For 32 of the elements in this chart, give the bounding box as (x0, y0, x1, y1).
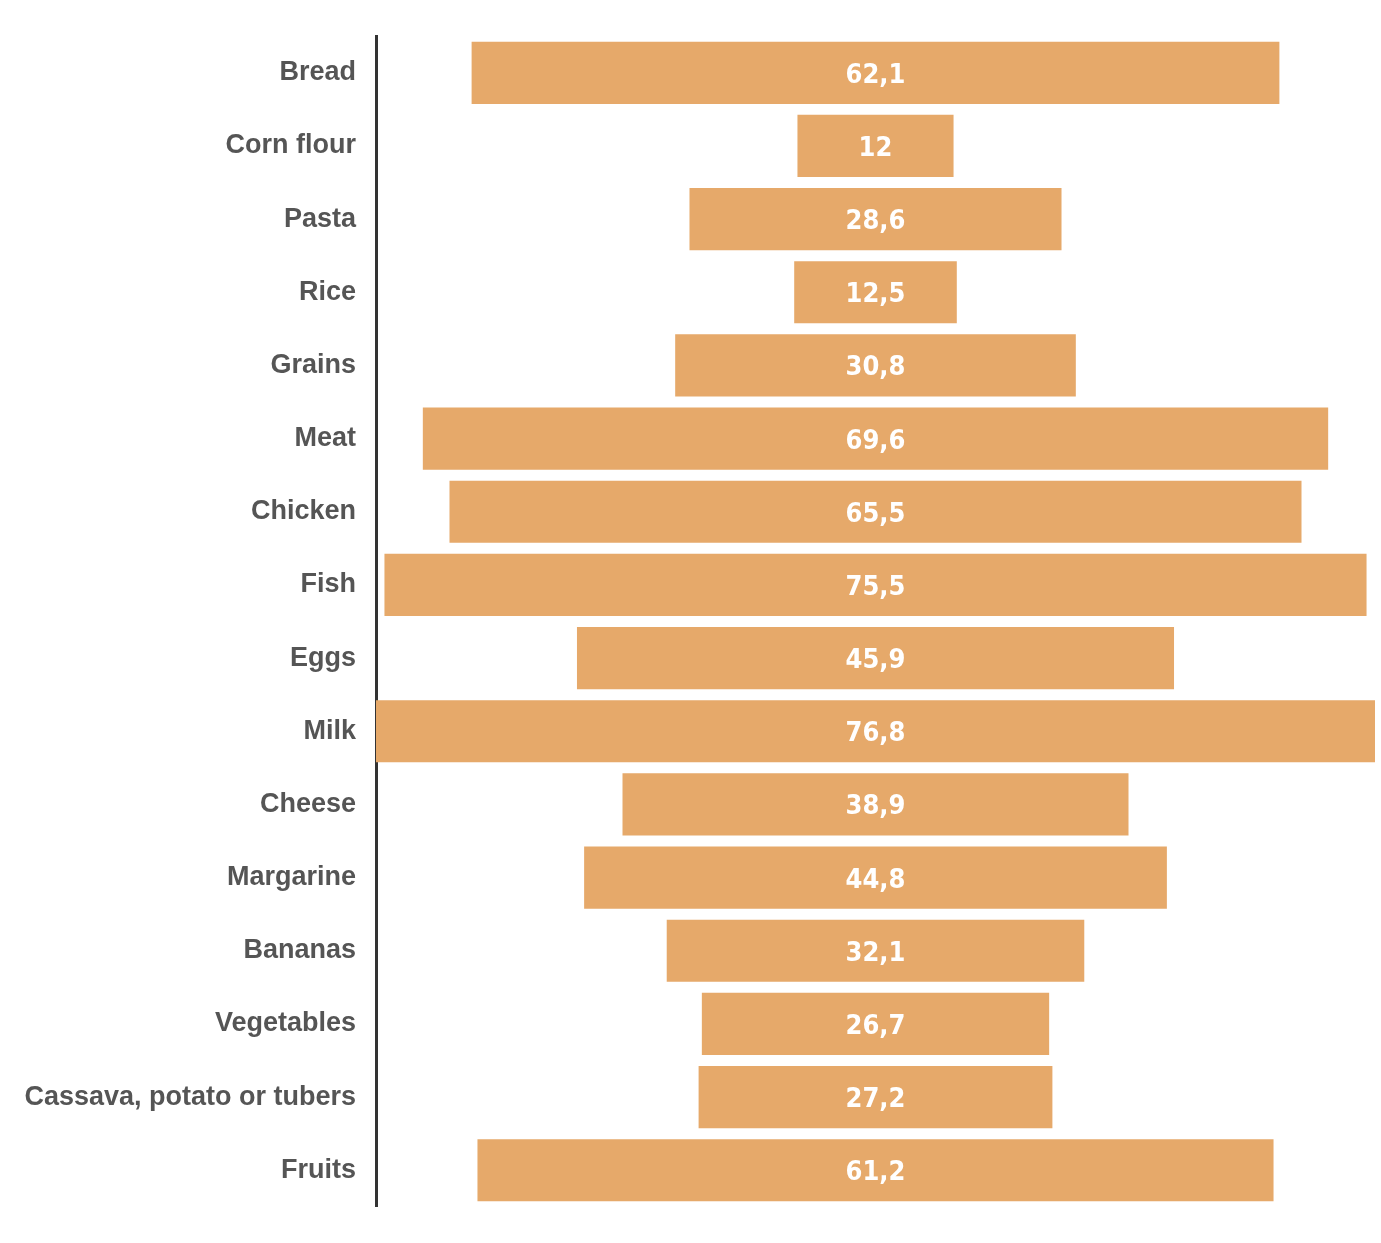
data-label: 61,2 (845, 1155, 906, 1187)
category-label: Fruits (280, 1153, 356, 1184)
category-label: Margarine (226, 861, 356, 892)
category-label: Milk (303, 714, 357, 745)
data-label: 27,2 (845, 1082, 906, 1114)
data-label: 12 (858, 130, 893, 162)
category-label: Rice (298, 275, 356, 306)
category-label: Eggs (289, 641, 356, 672)
category-label: Chicken (250, 495, 356, 526)
data-label: 76,8 (845, 716, 906, 748)
category-label: Vegetables (214, 1007, 356, 1038)
category-label: Cheese (259, 787, 356, 818)
data-label: 44,8 (845, 862, 906, 894)
data-label: 32,1 (845, 935, 906, 967)
data-label: 38,9 (845, 789, 906, 821)
category-label: Bread (279, 56, 356, 87)
data-label: 62,1 (845, 57, 906, 89)
category-label: Grains (270, 348, 356, 379)
data-label: 45,9 (845, 643, 906, 675)
category-label: Corn flour (225, 129, 357, 160)
data-label: 26,7 (845, 1008, 906, 1040)
data-label: 75,5 (845, 569, 906, 601)
data-label: 69,6 (845, 423, 906, 455)
category-label: Pasta (283, 202, 357, 233)
category-label: Bananas (243, 934, 356, 965)
category-label: Fish (300, 568, 356, 599)
data-label: 30,8 (845, 350, 906, 382)
data-label: 28,6 (845, 204, 906, 236)
category-label: Cassava, potato or tubers (24, 1080, 356, 1111)
data-label: 12,5 (845, 277, 906, 309)
data-label: 65,5 (845, 496, 906, 528)
category-label: Meat (294, 422, 357, 453)
